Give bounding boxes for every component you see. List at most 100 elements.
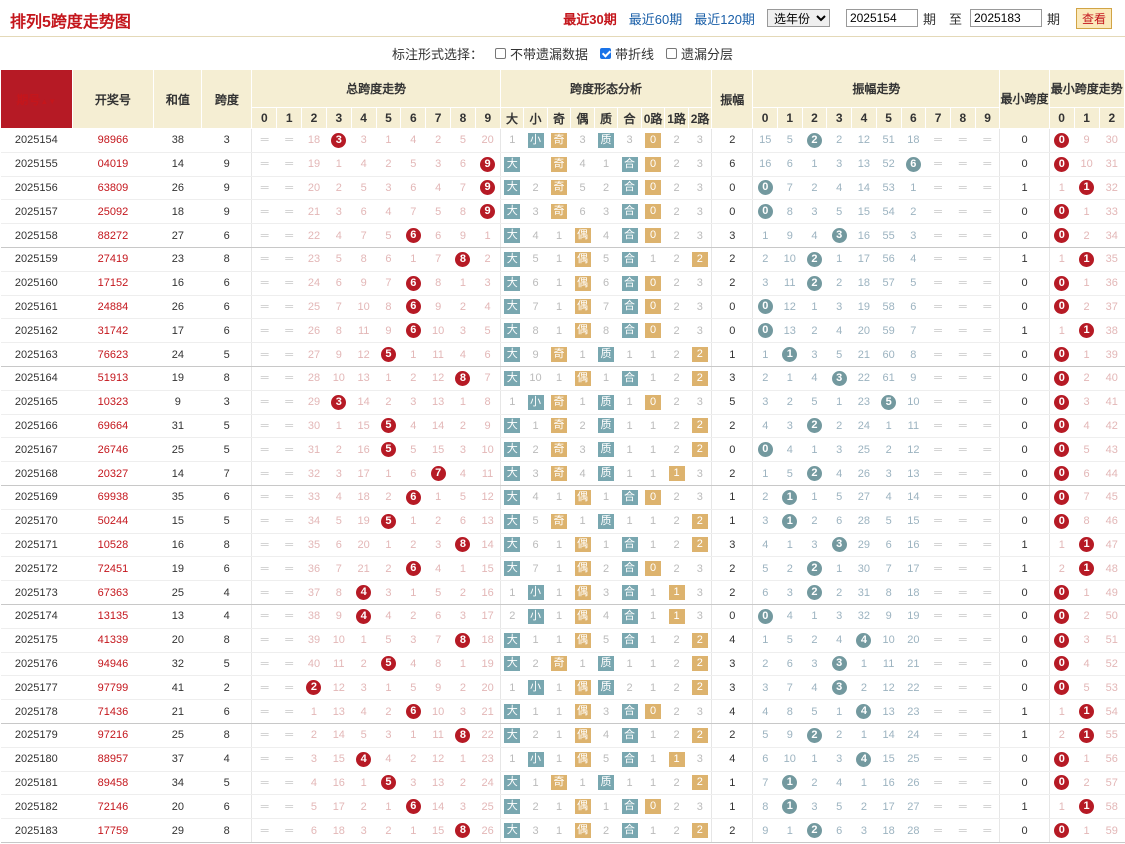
form-prime: 3	[594, 580, 618, 605]
span-trend-cell: ═	[251, 461, 277, 486]
sort-icon[interactable]: ▲▼	[40, 96, 57, 106]
amp-trend-cell: 15	[876, 747, 901, 772]
amp-trend-cell: 7	[752, 771, 778, 796]
option-layered[interactable]: 遗漏分层	[666, 44, 733, 63]
draw-cell: 63809	[72, 176, 154, 201]
amp-digit-9: 9	[974, 107, 1001, 129]
span-digit-3: 3	[325, 107, 352, 129]
amp-trend-cell: ═	[975, 818, 1000, 843]
span-trend-cell: 3	[326, 461, 352, 486]
amp-trend-cell: ═	[950, 461, 976, 486]
link-last-120[interactable]: 最近120期	[694, 11, 755, 27]
span-trend-cell: 3	[400, 390, 426, 415]
span-trend-cell: ═	[251, 318, 277, 344]
to-issue-input[interactable]	[969, 9, 1042, 27]
table-row: 2025173 67363 25 4 ═ ═ 37 8 4 3 1 5 2 16 1 小 1 偶 3 合 1 1 3 2 6 3 2…	[0, 580, 1125, 605]
table-row: 2025180 88957 37 4 ═ ═ 3 15 4 4 2 12 1 23 1 小 1 偶 5 合 1 1 3 4 6 1…	[0, 747, 1125, 772]
min-trend-cell: 51	[1099, 628, 1125, 653]
amp-cell: 2	[711, 723, 753, 748]
min-trend-cell: 0	[1048, 128, 1075, 153]
amp-digit-3: 3	[826, 107, 853, 129]
form-route: 2	[688, 414, 712, 439]
form-route: 3	[688, 176, 712, 201]
table-row: 2025175 41339 20 8 ═ ═ 39 10 1 5 3 7 8 18 大 1 1 偶 5 合 1 2 2 4 1 5…	[0, 628, 1125, 653]
form-big: 大	[499, 771, 524, 796]
amp-trend-cell: 1	[777, 771, 803, 796]
amp-cell: 1	[711, 794, 753, 820]
col-issue[interactable]: 期号▲▼	[0, 69, 73, 129]
span-trend-cell: 16	[351, 437, 377, 463]
min-trend-cell: 0	[1048, 675, 1075, 701]
amp-trend-cell: ═	[950, 771, 976, 796]
span-trend-cell: 20	[475, 675, 501, 701]
form-odd: 1	[547, 628, 571, 653]
table-row: 2025172 72451 19 6 ═ ═ 36 7 21 2 6 4 1 15 大 7 1 偶 2 合 0 2 3 2 5 2…	[0, 556, 1125, 582]
span-trend-cell: ═	[251, 295, 277, 320]
form-even: 偶	[570, 366, 595, 391]
span-trend-cell: 5	[376, 437, 401, 463]
amp-trend-cell: 25	[901, 747, 926, 772]
amp-trend-cell: 1	[876, 414, 901, 439]
amp-trend-cell: 1	[777, 818, 803, 843]
issue-cell: 2025182	[0, 794, 73, 820]
issue-cell: 2025163	[0, 342, 73, 367]
from-issue-input[interactable]	[845, 9, 918, 27]
span-trend-cell: 28	[301, 366, 327, 391]
form-composite: 合	[617, 818, 642, 843]
form-big: 大	[499, 247, 524, 272]
amp-trend-cell: 20	[901, 628, 926, 653]
year-select[interactable]: 选年份	[766, 9, 830, 27]
link-last-30[interactable]: 最近30期	[563, 11, 617, 27]
min-trend-cell: 1	[1048, 533, 1075, 558]
min-trend-cell: 0	[1048, 295, 1075, 320]
form-big: 大	[499, 271, 524, 296]
amp-trend-cell: 5	[802, 699, 827, 724]
form-route: 2	[664, 628, 689, 653]
span-trend-cell: 19	[301, 152, 327, 177]
checkbox-layered[interactable]	[666, 47, 678, 59]
span-ball: 6	[405, 299, 421, 315]
table-row: 2025157 25092 18 9 ═ ═ 21 3 6 4 7 5 8 9 大 3 奇 6 3 合 0 2 3 0 0 8 3 5…	[0, 199, 1125, 225]
amp-cell: 6	[711, 152, 753, 177]
issue-cell: 2025175	[0, 628, 73, 653]
span-trend-cell: 2	[351, 652, 377, 677]
min-span-cell: 0	[999, 199, 1050, 225]
min-trend-cell: 0	[1048, 223, 1075, 248]
amp-ball: 2	[806, 251, 822, 267]
min-trend-cell: 59	[1099, 818, 1125, 843]
amp-trend-cell: 0	[752, 176, 778, 201]
amp-digit-8: 8	[949, 107, 976, 129]
min-trend-cell: 1	[1074, 247, 1100, 272]
table-row: 2025182 72146 20 6 ═ ═ 5 17 2 1 6 14 3 25 大 2 1 偶 1 合 0 2 3 1 8 1…	[0, 794, 1125, 820]
min-trend-cell: 1	[1074, 199, 1100, 225]
amp-trend-cell: 6	[901, 295, 926, 320]
span-trend-cell: 1	[425, 485, 451, 510]
checkbox-no-missing[interactable]	[494, 47, 506, 59]
amp-trend-cell: ═	[975, 628, 1000, 653]
amp-trend-cell: 6	[876, 533, 901, 558]
amp-trend-cell: ═	[975, 485, 1000, 510]
checkbox-with-line[interactable]	[600, 47, 611, 59]
amp-cell: 3	[711, 675, 753, 701]
form-route: 3	[688, 199, 712, 225]
option-with-line[interactable]: 带折线	[600, 44, 654, 63]
issue-cell: 2025176	[0, 652, 73, 677]
amp-trend-cell: ═	[950, 223, 976, 248]
form-route: 2	[664, 509, 689, 534]
amp-trend-cell: ═	[925, 223, 951, 248]
amp-trend-cell: 9	[752, 818, 778, 843]
span-trend-cell: 1	[376, 794, 401, 820]
amp-trend-cell: 2	[777, 556, 803, 582]
span-trend-cell: ═	[276, 818, 302, 843]
amp-trend-cell: 17	[851, 247, 877, 272]
amp-trend-cell: 11	[901, 414, 926, 439]
min-trend-cell: 0	[1048, 747, 1075, 772]
amp-trend-cell: 3	[777, 580, 803, 605]
span-trend-cell: 3	[351, 675, 377, 701]
label-zhi: 至	[948, 11, 962, 27]
link-last-60[interactable]: 最近60期	[628, 11, 683, 27]
view-button[interactable]: 查看	[1075, 7, 1112, 29]
form-big: 大	[499, 199, 524, 225]
option-no-missing[interactable]: 不带遗漏数据	[494, 44, 588, 63]
amp-trend-cell: 2	[826, 414, 852, 439]
